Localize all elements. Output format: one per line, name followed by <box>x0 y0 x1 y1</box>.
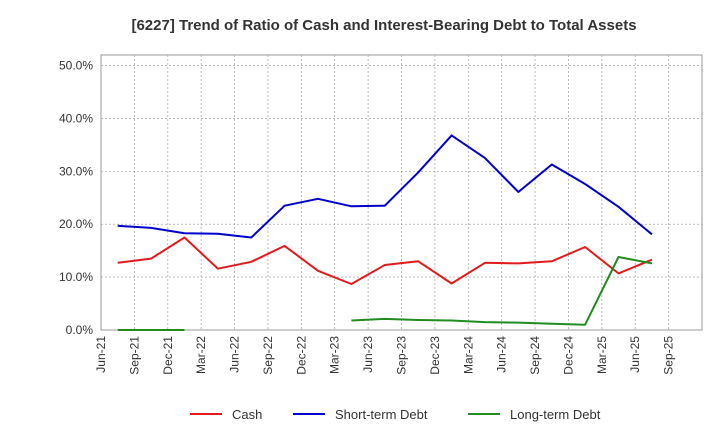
x-tick-label: Sep-25 <box>662 336 676 375</box>
x-tick-label: Sep-24 <box>528 336 542 375</box>
x-tick-label: Mar-24 <box>461 336 475 374</box>
x-tick-label: Mar-25 <box>595 336 609 374</box>
x-tick-label: Dec-23 <box>428 336 442 375</box>
legend-label: Long-term Debt <box>510 407 601 422</box>
x-tick-label: Jun-23 <box>361 336 375 373</box>
x-tick-label: Dec-22 <box>294 336 308 375</box>
x-tick-label: Jun-25 <box>628 336 642 373</box>
series-line-long-term-debt <box>351 256 653 326</box>
y-tick-label: 30.0% <box>59 164 93 178</box>
axes: 0.0% 10.0% 20.0% 30.0% 40.0% 50.0% Jun-21 Sep-2… <box>59 59 676 375</box>
x-tick-label: Dec-24 <box>561 336 575 375</box>
y-tick-label: 0.0% <box>66 323 94 337</box>
series-lines <box>117 134 653 331</box>
y-tick-label: 50.0% <box>59 59 93 73</box>
x-tick-label: Mar-22 <box>194 336 208 374</box>
x-tick-label: Jun-21 <box>94 336 108 373</box>
x-tick-label: Dec-21 <box>161 336 175 375</box>
grid <box>100 54 703 331</box>
series-line-cash <box>117 236 653 285</box>
chart-title: [6227] Trend of Ratio of Cash and Intere… <box>131 17 636 34</box>
x-tick-label: Jun-22 <box>228 336 242 373</box>
y-tick-label: 40.0% <box>59 111 93 125</box>
legend-label: Short-term Debt <box>335 407 428 422</box>
y-tick-label: 20.0% <box>59 217 93 231</box>
x-tick-label: Sep-23 <box>395 336 409 375</box>
y-tick-label: 10.0% <box>59 270 93 284</box>
series-line-short-term-debt <box>117 134 653 239</box>
legend-label: Cash <box>232 407 262 422</box>
legend: Cash Short-term Debt Long-term Debt <box>190 407 601 422</box>
x-tick-label: Mar-23 <box>328 336 342 374</box>
x-tick-label: Sep-22 <box>261 336 275 375</box>
x-tick-label: Sep-21 <box>127 336 141 375</box>
x-tick-label: Jun-24 <box>495 336 509 373</box>
